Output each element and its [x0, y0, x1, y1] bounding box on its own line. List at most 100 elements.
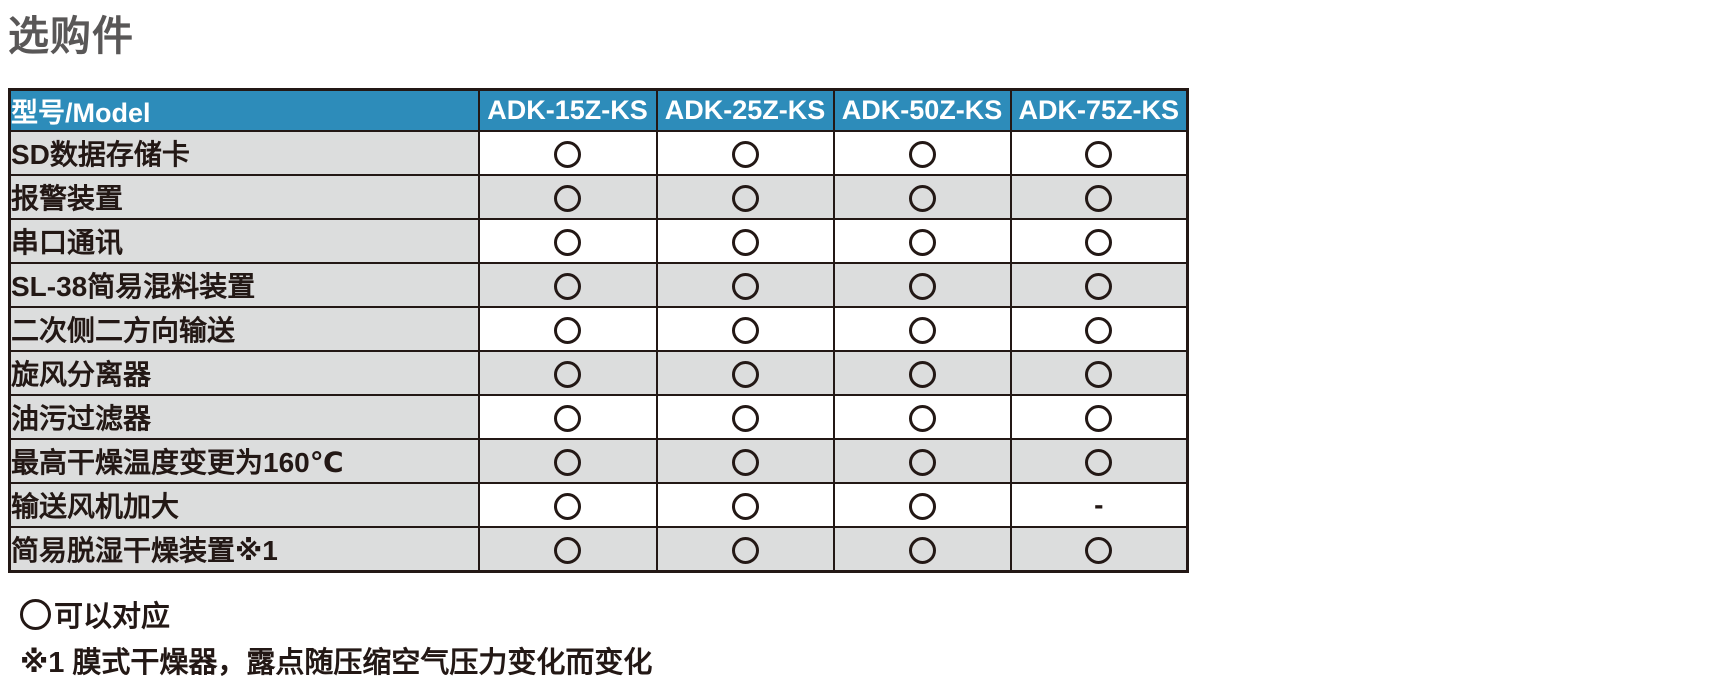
circle-available-icon — [554, 493, 581, 521]
circle-available-icon — [731, 536, 759, 564]
circle-available-icon — [1085, 449, 1113, 477]
availability-cell — [477, 526, 658, 572]
option-label: 二次侧二方向输送 — [8, 306, 480, 352]
circle-available-icon — [908, 493, 936, 521]
availability-cell — [1009, 218, 1189, 264]
circle-available-icon — [554, 536, 581, 564]
availability-cell — [477, 438, 658, 484]
availability-cell — [832, 482, 1012, 528]
circle-available-icon — [908, 273, 936, 301]
circle-available-icon — [731, 405, 759, 433]
circle-available-icon — [554, 361, 581, 389]
table-row: SD数据存储卡 — [8, 130, 1189, 176]
table-row: 最高干燥温度变更为160℃ — [8, 438, 1189, 484]
circle-available-icon — [908, 405, 936, 433]
circle-available-icon — [731, 141, 759, 169]
option-label: 报警装置 — [8, 174, 480, 220]
circle-available-icon — [731, 229, 759, 257]
table-row: 报警装置 — [8, 174, 1189, 220]
header-model-3: ADK-50Z-KS — [832, 88, 1012, 132]
availability-cell — [655, 218, 835, 264]
availability-cell — [832, 526, 1012, 572]
circle-available-icon — [908, 317, 936, 345]
circle-available-icon — [554, 273, 581, 301]
availability-cell — [477, 218, 658, 264]
header-model-label: 型号/Model — [8, 88, 480, 132]
circle-available-icon — [1085, 273, 1113, 301]
table-row: 旋风分离器 — [8, 350, 1189, 396]
availability-cell — [477, 262, 658, 308]
availability-cell — [1009, 130, 1189, 176]
circle-available-icon — [908, 361, 936, 389]
table-notes: 可以对应 ※1 膜式干燥器，露点随压缩空气压力变化而变化 — [20, 594, 652, 680]
circle-available-icon — [908, 449, 936, 477]
legend-note: 可以对应 — [20, 594, 652, 634]
circle-available-icon — [731, 361, 759, 389]
table-row: 简易脱湿干燥装置※1 — [8, 526, 1189, 572]
availability-cell — [477, 130, 658, 176]
option-label: 输送风机加大 — [8, 482, 480, 528]
option-label: 油污过滤器 — [8, 394, 480, 440]
circle-available-icon — [908, 229, 936, 257]
availability-cell — [477, 482, 658, 528]
option-label: SD数据存储卡 — [8, 130, 480, 176]
circle-available-icon — [908, 185, 936, 213]
availability-cell — [655, 306, 835, 352]
availability-cell — [655, 438, 835, 484]
circle-available-icon — [1085, 405, 1113, 433]
circle-available-icon — [731, 273, 759, 301]
availability-cell — [477, 306, 658, 352]
page-title: 选购件 — [8, 13, 134, 59]
option-label: 旋风分离器 — [8, 350, 480, 396]
option-label: 简易脱湿干燥装置※1 — [8, 526, 480, 572]
availability-cell — [1009, 526, 1189, 572]
circle-available-icon — [1085, 536, 1113, 564]
circle-available-icon — [554, 141, 581, 169]
header-model-2: ADK-25Z-KS — [655, 88, 835, 132]
availability-cell — [655, 262, 835, 308]
availability-cell — [1009, 306, 1189, 352]
circle-available-icon — [1085, 361, 1113, 389]
table-row: 输送风机加大 - — [8, 482, 1189, 528]
availability-cell — [477, 174, 658, 220]
table-row: 油污过滤器 — [8, 394, 1189, 440]
circle-available-icon — [1085, 229, 1113, 257]
header-model-4: ADK-75Z-KS — [1009, 88, 1189, 132]
header-model-1: ADK-15Z-KS — [477, 88, 658, 132]
availability-cell — [832, 438, 1012, 484]
circle-available-icon — [908, 536, 936, 564]
availability-cell — [655, 130, 835, 176]
not-available-dash: - — [1009, 482, 1189, 528]
table-header-row: 型号/Model ADK-15Z-KS ADK-25Z-KS ADK-50Z-KS AD… — [8, 88, 1189, 132]
circle-available-icon — [554, 449, 581, 477]
availability-cell — [832, 130, 1012, 176]
availability-cell — [477, 394, 658, 440]
availability-cell — [655, 482, 835, 528]
option-label: 串口通讯 — [8, 218, 480, 264]
option-label: SL-38简易混料装置 — [8, 262, 480, 308]
table-row: 串口通讯 — [8, 218, 1189, 264]
availability-cell — [832, 262, 1012, 308]
circle-available-icon — [554, 185, 581, 213]
circle-available-icon — [908, 141, 936, 169]
availability-cell — [655, 174, 835, 220]
availability-cell — [832, 218, 1012, 264]
availability-cell — [655, 526, 835, 572]
availability-cell — [1009, 394, 1189, 440]
circle-available-icon — [554, 229, 581, 257]
availability-cell — [477, 350, 658, 396]
availability-cell — [832, 394, 1012, 440]
circle-available-icon — [554, 317, 581, 345]
availability-cell — [832, 306, 1012, 352]
availability-cell — [1009, 174, 1189, 220]
optional-parts-table: 型号/Model ADK-15Z-KS ADK-25Z-KS ADK-50Z-KS AD… — [8, 88, 1189, 573]
availability-cell — [1009, 262, 1189, 308]
circle-available-icon — [1085, 141, 1113, 169]
circle-available-icon — [554, 405, 581, 433]
circle-available-icon — [731, 317, 759, 345]
availability-cell — [832, 174, 1012, 220]
circle-available-icon — [731, 185, 759, 213]
availability-cell — [832, 350, 1012, 396]
availability-cell — [655, 394, 835, 440]
